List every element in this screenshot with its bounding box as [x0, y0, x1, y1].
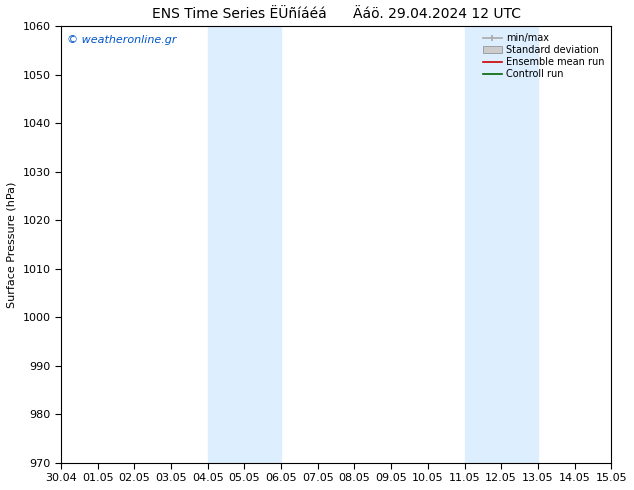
Bar	[465, 26, 501, 463]
Y-axis label: Surface Pressure (hPa): Surface Pressure (hPa)	[7, 181, 17, 308]
Text: © weatheronline.gr: © weatheronline.gr	[67, 35, 176, 45]
Bar	[245, 26, 281, 463]
Bar	[208, 26, 245, 463]
Legend: min/max, Standard deviation, Ensemble mean run, Controll run: min/max, Standard deviation, Ensemble me…	[481, 31, 606, 81]
Bar	[501, 26, 538, 463]
Title: ENS Time Series ËÜñíáéá      Äáö. 29.04.2024 12 UTC: ENS Time Series ËÜñíáéá Äáö. 29.04.2024 …	[152, 7, 521, 21]
